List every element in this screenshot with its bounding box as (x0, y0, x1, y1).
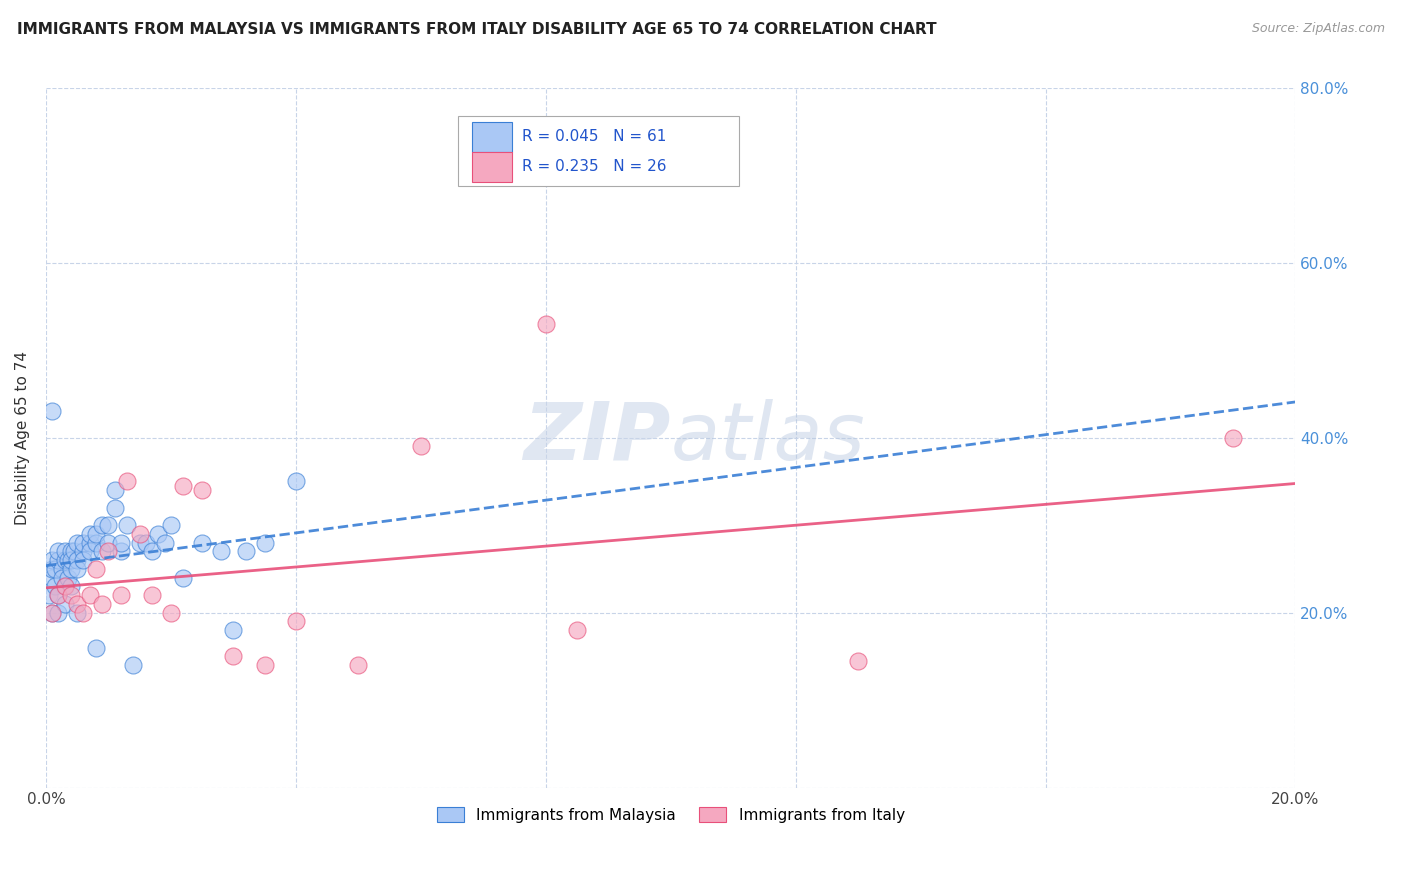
Point (534, 317, 557, 331)
Point (44, 579, 66, 593)
Point (53, 579, 76, 593)
Point (347, 658, 370, 673)
Point (84, 640, 107, 655)
Point (48, 553, 70, 567)
Point (191, 535, 214, 549)
Point (53, 579, 76, 593)
Point (66, 553, 89, 567)
Point (48, 606, 70, 620)
Point (235, 544, 257, 558)
Point (128, 527, 150, 541)
Point (72, 544, 94, 558)
Point (53, 544, 76, 558)
Point (59, 544, 82, 558)
Point (79, 588, 101, 602)
FancyBboxPatch shape (458, 116, 740, 186)
Point (846, 654, 869, 668)
Point (53, 553, 76, 567)
Point (48, 544, 70, 558)
Point (41, 553, 63, 567)
Point (172, 479, 194, 493)
Point (115, 518, 138, 533)
Point (148, 527, 170, 541)
Point (91, 518, 114, 533)
FancyBboxPatch shape (472, 122, 512, 152)
Legend: Immigrants from Malaysia, Immigrants from Italy: Immigrants from Malaysia, Immigrants fro… (430, 801, 911, 829)
Point (59, 553, 82, 567)
Point (59, 562, 82, 576)
Point (153, 535, 176, 549)
Point (66, 597, 89, 611)
Point (41, 606, 63, 620)
Point (72, 553, 94, 567)
Point (191, 483, 214, 498)
Point (72, 606, 94, 620)
Point (84, 562, 107, 576)
Point (160, 606, 183, 620)
Point (51, 562, 73, 576)
Point (97, 535, 120, 549)
Point (128, 535, 150, 549)
Point (97, 544, 120, 558)
Point (63, 544, 86, 558)
Text: atlas: atlas (671, 399, 866, 476)
Point (97, 518, 120, 533)
Point (38, 588, 60, 602)
Point (209, 544, 232, 558)
Point (115, 475, 138, 489)
Point (41, 606, 63, 620)
Point (41, 571, 63, 585)
Point (222, 623, 245, 637)
Point (84, 535, 107, 549)
Point (253, 535, 276, 549)
Point (160, 518, 183, 533)
Point (59, 579, 82, 593)
Point (172, 571, 194, 585)
Point (56, 553, 79, 567)
Point (53, 597, 76, 611)
Point (1222, 431, 1244, 445)
Point (135, 535, 157, 549)
Point (141, 588, 163, 602)
Point (91, 544, 114, 558)
Point (66, 562, 89, 576)
Text: ZIP: ZIP (523, 399, 671, 476)
Point (110, 535, 132, 549)
Point (253, 658, 276, 673)
Y-axis label: Disability Age 65 to 74: Disability Age 65 to 74 (15, 351, 30, 524)
Point (122, 658, 145, 673)
Text: R = 0.235   N = 26: R = 0.235 N = 26 (522, 160, 666, 175)
Point (48, 588, 70, 602)
Point (66, 535, 89, 549)
Point (79, 527, 101, 541)
FancyBboxPatch shape (472, 153, 512, 182)
Text: IMMIGRANTS FROM MALAYSIA VS IMMIGRANTS FROM ITALY DISABILITY AGE 65 TO 74 CORREL: IMMIGRANTS FROM MALAYSIA VS IMMIGRANTS F… (17, 22, 936, 37)
Point (56, 571, 79, 585)
Point (565, 623, 588, 637)
Text: Source: ZipAtlas.com: Source: ZipAtlas.com (1251, 22, 1385, 36)
Point (79, 535, 101, 549)
Point (104, 500, 127, 515)
Point (409, 439, 432, 453)
Point (72, 535, 94, 549)
Point (141, 544, 163, 558)
Point (284, 615, 307, 629)
Point (222, 649, 245, 664)
Point (284, 475, 307, 489)
Point (59, 588, 82, 602)
Point (110, 544, 132, 558)
Point (48, 588, 70, 602)
Point (44, 562, 66, 576)
Point (41, 562, 63, 576)
Point (66, 606, 89, 620)
Point (41, 404, 63, 418)
Point (104, 483, 127, 498)
Point (91, 597, 114, 611)
Point (79, 544, 101, 558)
Point (51, 571, 73, 585)
Point (84, 527, 107, 541)
Point (110, 588, 132, 602)
Text: R = 0.045   N = 61: R = 0.045 N = 61 (522, 129, 666, 145)
